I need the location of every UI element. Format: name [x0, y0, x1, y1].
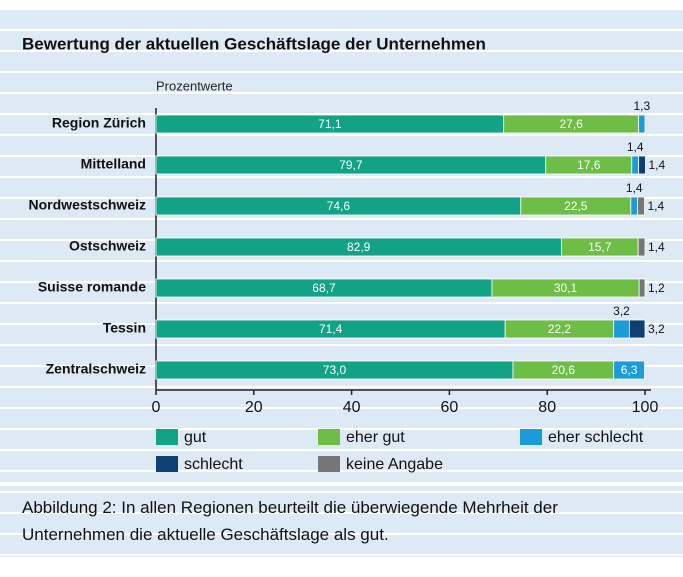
value-label: 1,4 [648, 240, 665, 254]
value-label: 30,1 [554, 281, 578, 295]
value-label: 6,3 [621, 363, 638, 377]
legend-swatch [520, 429, 542, 445]
legend-label: eher gut [346, 429, 405, 446]
value-label: 82,9 [347, 240, 371, 254]
bar-segment [630, 196, 639, 216]
legend-label: eher schlecht [548, 429, 644, 446]
caption: Abbildung 2: In allen Regionen beurteilt… [22, 498, 558, 544]
y-tick-label: Ostschweiz [69, 238, 146, 254]
value-label: 74,6 [327, 199, 351, 213]
value-label: 20,6 [552, 363, 576, 377]
value-label: 1,3 [633, 99, 650, 113]
value-label: 1,4 [648, 199, 665, 213]
value-label: 1,4 [627, 140, 644, 154]
value-label: 71,1 [318, 117, 342, 131]
bar-segment [638, 155, 646, 175]
x-tick-label: 80 [538, 399, 556, 416]
y-tick-label: Nordwestschweiz [29, 197, 146, 213]
value-label: 15,7 [588, 240, 612, 254]
value-label: 73,0 [323, 363, 347, 377]
value-label: 22,2 [548, 322, 572, 336]
value-label: 1,4 [626, 181, 643, 195]
x-tick-label: 40 [343, 399, 361, 416]
value-label: 22,5 [564, 199, 588, 213]
legend-label: gut [184, 429, 207, 446]
y-tick-label: Mittelland [81, 156, 146, 172]
x-tick-label: 60 [441, 399, 459, 416]
value-label: 1,2 [648, 281, 665, 295]
value-label: 71,4 [319, 322, 343, 336]
legend-swatch [318, 456, 340, 472]
y-tick-label: Suisse romande [38, 279, 146, 295]
legend-swatch [156, 429, 178, 445]
legend-swatch [318, 429, 340, 445]
bar-segment [638, 114, 646, 134]
legend-swatch [156, 456, 178, 472]
y-tick-label: Tessin [103, 320, 146, 336]
value-label: 79,7 [339, 158, 363, 172]
bar-segment [613, 319, 630, 339]
bar-segment [613, 360, 645, 380]
bar-segment [638, 278, 646, 298]
x-tick-label: 20 [245, 399, 263, 416]
value-label: 1,4 [648, 158, 665, 172]
bar-segment [631, 155, 640, 175]
bar-segment [637, 237, 646, 257]
bar-segment [637, 196, 645, 216]
divider [0, 482, 683, 486]
legend-label: schlecht [184, 456, 243, 473]
axis-label: Prozentwerte [156, 78, 233, 93]
bar-segment [628, 319, 646, 339]
chart-title: Bewertung der aktuellen Geschäftslage de… [22, 34, 486, 53]
value-label: 3,2 [613, 304, 630, 318]
value-label: 27,6 [559, 117, 583, 131]
y-tick-label: Region Zürich [52, 115, 146, 131]
legend-label: keine Angabe [346, 456, 443, 473]
x-tick-label: 100 [632, 399, 659, 416]
value-label: 17,6 [577, 158, 601, 172]
value-label: 68,7 [312, 281, 336, 295]
value-label: 3,2 [648, 322, 665, 336]
y-tick-label: Zentralschweiz [46, 361, 146, 377]
x-tick-label: 0 [152, 399, 161, 416]
